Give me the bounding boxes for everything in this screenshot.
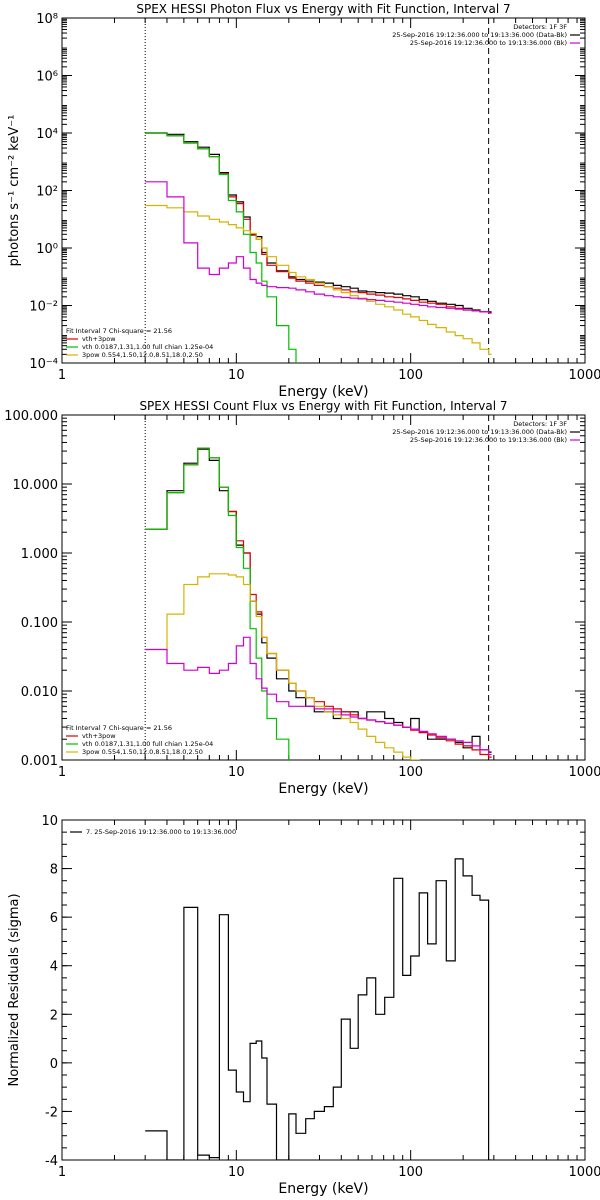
legend-text-bottomleft: vth 0.0187,1.31,1.00 full chian 1.25e-04 <box>82 343 213 351</box>
y-tick-label: -2 <box>45 1105 58 1120</box>
y-tick-label: 0.001 <box>21 754 58 769</box>
y-tick-label: 0.010 <box>21 685 58 700</box>
legend-text-bottomleft: vth 0.0187,1.31,1.00 full chian 1.25e-04 <box>82 740 213 748</box>
y-tick-label: 10⁻⁴ <box>29 357 58 372</box>
plot-frame <box>61 819 586 1161</box>
x-tick-label: 1000 <box>568 1165 600 1180</box>
series-line-4 <box>145 181 492 314</box>
series-line-3 <box>145 204 492 355</box>
x-tick-label: 10 <box>228 765 245 780</box>
x-axis-label: Energy (keV) <box>278 781 368 797</box>
y-tick-label: 4 <box>50 960 58 975</box>
plot-frame <box>61 17 586 364</box>
x-tick-label: 1000 <box>568 368 600 383</box>
y-axis-label: photons s⁻¹ cm⁻² keV⁻¹ <box>7 115 22 267</box>
series-line-1 <box>145 132 492 314</box>
x-tick-label: 1 <box>58 1165 66 1180</box>
y-tick-label: 10 <box>41 814 58 829</box>
y-tick-label: 100.000 <box>4 409 58 424</box>
x-axis-label: Energy (keV) <box>278 1181 368 1197</box>
chart-title: SPEX HESSI Count Flux vs Energy with Fit… <box>139 399 507 413</box>
y-tick-label: 10⁰ <box>36 242 58 257</box>
y-tick-label: 8 <box>50 863 58 878</box>
y-tick-label: 1.000 <box>21 547 58 562</box>
x-axis-label: Energy (keV) <box>278 384 368 400</box>
chart-title: SPEX HESSI Photon Flux vs Energy with Fi… <box>136 2 510 16</box>
series-line-3 <box>145 573 420 760</box>
x-tick-label: 10 <box>228 368 245 383</box>
legend-text-bottomleft: Fit Interval 7 Chi-square = 21.56 <box>66 724 172 732</box>
legend-text-topright: 25-Sep-2016 19:12:36.000 to 19:13:36.000… <box>392 31 567 39</box>
y-tick-label: 10⁻² <box>29 300 58 315</box>
y-tick-label: 2 <box>50 1008 58 1023</box>
y-tick-label: 0.100 <box>21 616 58 631</box>
legend-text-topright: 25-Sep-2016 19:12:36.000 to 19:13:36.000… <box>410 39 567 47</box>
series-line-2 <box>145 447 290 760</box>
legend-text-topright: Detectors: 1F 3F <box>513 23 567 31</box>
legend-text-bottomleft: vth+3pow <box>82 335 116 343</box>
x-tick-label: 100 <box>398 368 423 383</box>
legend-text-bottomleft: 3pow 0.554,1.50,12.0,8.51,18.0,2.50 <box>82 748 203 756</box>
legend-text-topleft: 7. 25-Sep-2016 19:12:36.000 to 19:13:36.… <box>86 828 236 836</box>
x-tick-label: 1000 <box>568 765 600 780</box>
y-tick-label: 10⁴ <box>36 127 58 142</box>
legend-text-bottomleft: 3pow 0.554,1.50,12.0,8.51,18.0,2.50 <box>82 351 203 359</box>
x-tick-label: 10 <box>228 1165 245 1180</box>
series-line-1 <box>145 447 492 758</box>
series-group <box>145 132 492 363</box>
series-group <box>145 447 492 760</box>
y-tick-label: 10² <box>36 185 58 200</box>
legend-text-topright: 25-Sep-2016 19:12:36.000 to 19:13:36.000… <box>410 436 567 444</box>
x-tick-label: 100 <box>398 1165 423 1180</box>
y-tick-label: 10⁶ <box>36 70 58 85</box>
x-tick-label: 1 <box>58 368 66 383</box>
plot-frame <box>61 414 586 761</box>
series-group <box>145 858 492 1160</box>
series-line-0 <box>145 858 492 1160</box>
y-tick-label: 10⁸ <box>36 12 58 27</box>
legend-text-topright: Detectors: 1F 3F <box>513 420 567 428</box>
y-tick-label: 6 <box>50 911 58 926</box>
legend-text-bottomleft: Fit Interval 7 Chi-square = 21.56 <box>66 327 172 335</box>
x-tick-label: 1 <box>58 765 66 780</box>
series-line-0 <box>145 132 492 313</box>
y-tick-label: 10.000 <box>13 478 59 493</box>
x-tick-label: 100 <box>398 765 423 780</box>
y-axis-label: Normalized Residuals (sigma) <box>7 893 22 1086</box>
series-line-4 <box>145 636 492 756</box>
series-line-2 <box>145 132 297 363</box>
legend-text-bottomleft: vth+3pow <box>82 732 116 740</box>
legend-text-topright: 25-Sep-2016 19:12:36.000 to 19:13:36.000… <box>392 428 567 436</box>
y-tick-label: 0 <box>50 1057 58 1072</box>
y-tick-label: -4 <box>45 1154 58 1169</box>
